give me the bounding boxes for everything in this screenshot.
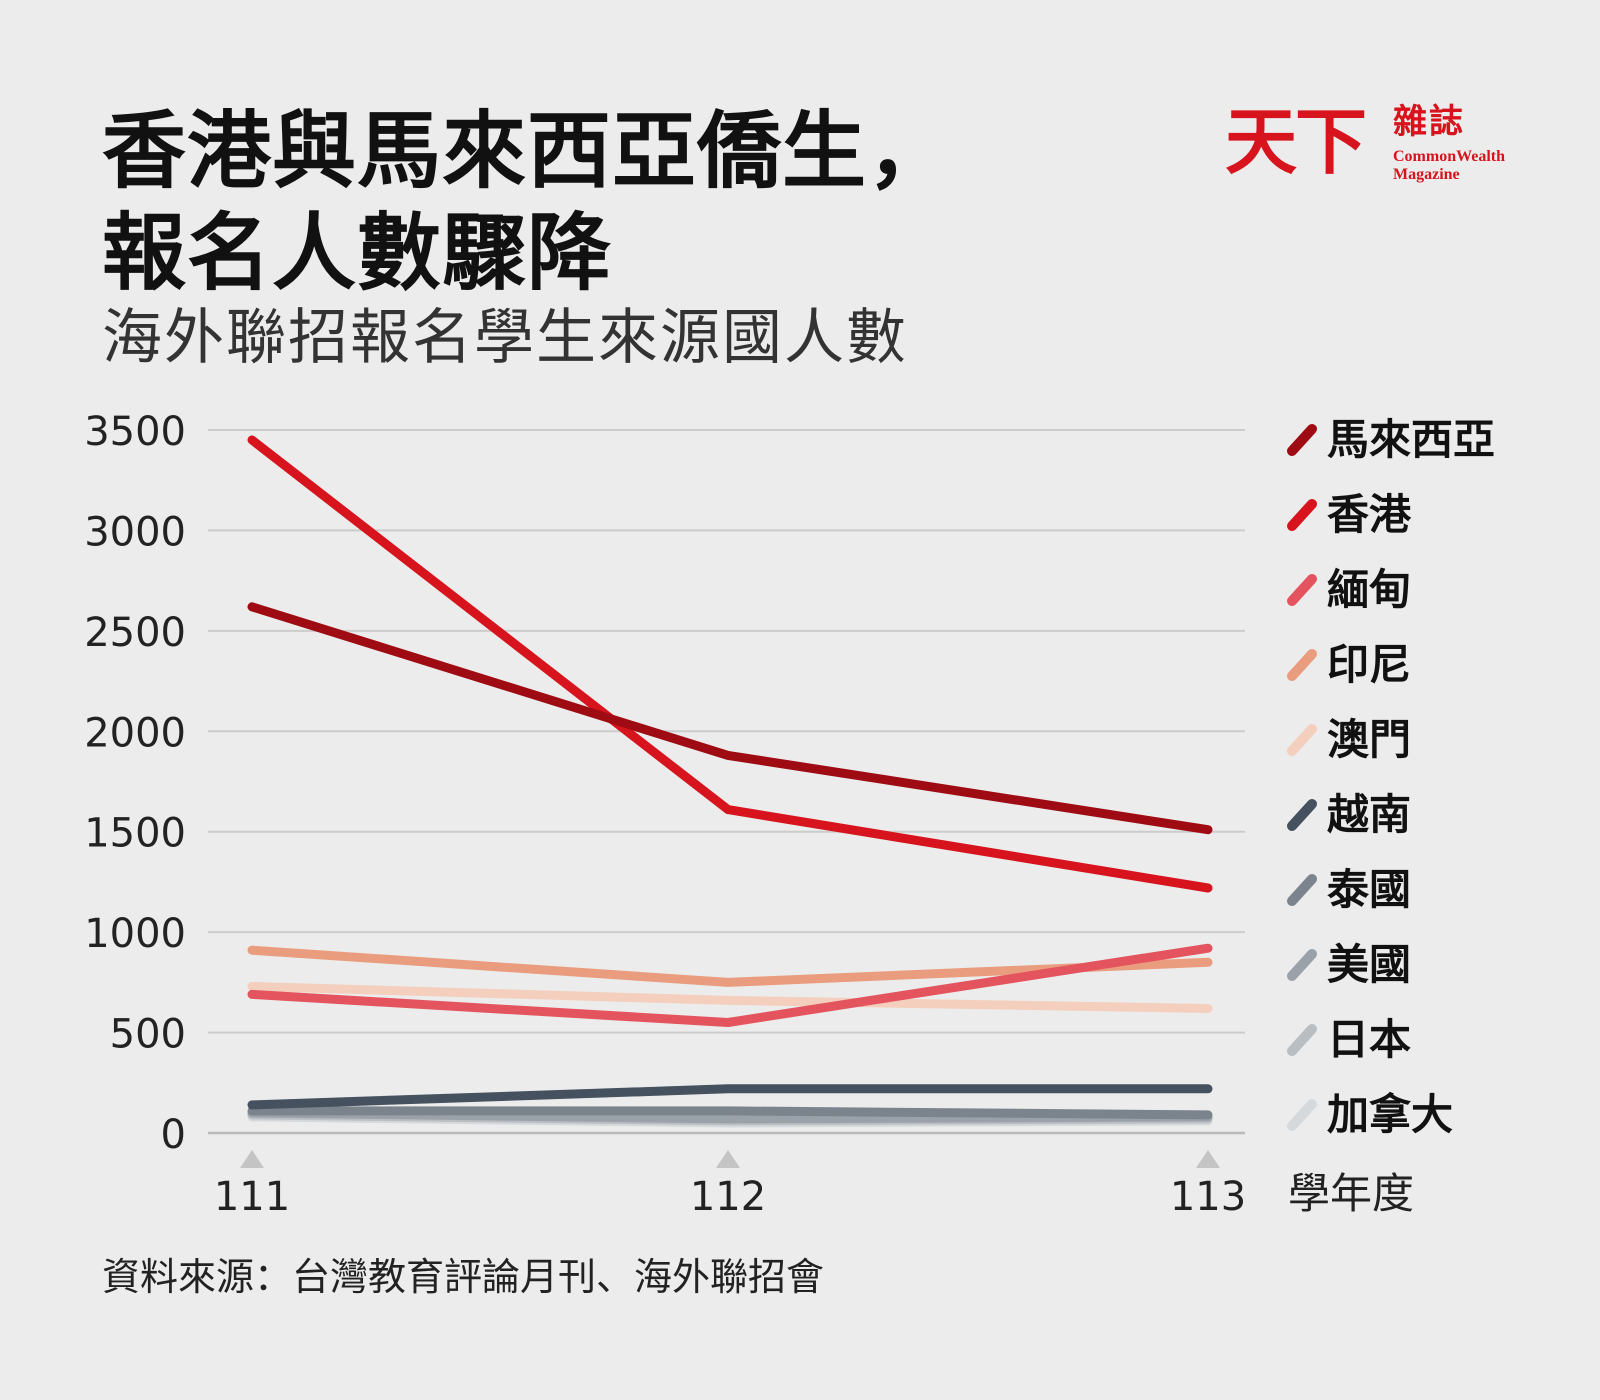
series-line-7 — [247, 1106, 1213, 1120]
y-tick-label: 0 — [161, 1112, 186, 1158]
series-lines — [247, 435, 1213, 1128]
series-line-6 — [247, 1084, 1213, 1110]
brand-name-small: 雜誌 — [1393, 102, 1465, 142]
legend-swatch — [1287, 724, 1317, 756]
x-tick-label: 113 — [1170, 1174, 1246, 1220]
legend-swatch — [1287, 649, 1317, 681]
chart-subtitle: 海外聯招報名學生來源國人數 — [102, 303, 908, 373]
legend-swatch — [1287, 1099, 1317, 1131]
series-line-5 — [247, 981, 1213, 1013]
legend-label: 美國 — [1327, 940, 1411, 989]
gridlines — [208, 429, 1245, 1135]
x-tick-marker — [1196, 1150, 1220, 1168]
legend-label: 越南 — [1327, 790, 1411, 839]
chart-title-line-1: 香港與馬來西亞僑生， — [102, 102, 953, 200]
data-source-note: 資料來源：台灣教育評論月刊、海外聯招會 — [102, 1255, 825, 1299]
x-tick-marker — [240, 1150, 264, 1168]
y-tick-label: 2000 — [84, 710, 186, 756]
legend-swatch — [1287, 574, 1317, 606]
y-axis-ticks: 0 500 1000 1500 2000 2500 3000 3500 — [84, 409, 186, 1158]
x-axis-label: 學年度 — [1288, 1169, 1414, 1218]
legend-swatch — [1287, 1024, 1317, 1056]
x-tick-label: 111 — [214, 1174, 290, 1220]
y-tick-label: 500 — [110, 1012, 186, 1058]
brand-name-en-line-1: CommonWealth — [1393, 148, 1505, 165]
legend-label: 緬甸 — [1327, 565, 1411, 614]
x-axis-ticks: 111 112 113 — [214, 1150, 1246, 1220]
chart-title: 香港與馬來西亞僑生， 報名人數驟降 — [102, 100, 952, 304]
legend-label: 加拿大 — [1327, 1090, 1453, 1139]
brand-name-cn: 天下 — [1225, 99, 1367, 184]
series-line-1 — [247, 602, 1213, 835]
y-tick-label: 2500 — [84, 610, 186, 656]
legend-swatch — [1287, 424, 1317, 456]
brand-name-en: CommonWealth Magazine — [1393, 148, 1505, 184]
series-line-2 — [247, 435, 1213, 893]
legend-swatch — [1287, 499, 1317, 531]
legend-swatch — [1287, 949, 1317, 981]
x-tick-marker — [716, 1150, 740, 1168]
legend-swatch — [1287, 799, 1317, 831]
brand-name-en-line-2: Magazine — [1393, 166, 1460, 183]
y-tick-label: 3500 — [84, 409, 186, 455]
series-line-3 — [247, 943, 1213, 1027]
legend-label: 泰國 — [1327, 865, 1411, 914]
legend-label: 澳門 — [1327, 715, 1411, 764]
y-tick-label: 3000 — [84, 509, 186, 555]
legend-label: 香港 — [1327, 490, 1412, 539]
y-tick-label: 1000 — [84, 911, 186, 957]
legend-label: 馬來西亞 — [1327, 415, 1495, 464]
chart-title-line-2: 報名人數驟降 — [102, 204, 613, 302]
legend-label: 日本 — [1327, 1015, 1411, 1064]
brand-logo: 天下 雜誌 CommonWealth Magazine — [1225, 98, 1515, 198]
y-tick-label: 1500 — [84, 811, 186, 857]
x-tick-label: 112 — [690, 1174, 766, 1220]
legend-swatch — [1287, 874, 1317, 906]
legend-label: 印尼 — [1327, 640, 1411, 689]
